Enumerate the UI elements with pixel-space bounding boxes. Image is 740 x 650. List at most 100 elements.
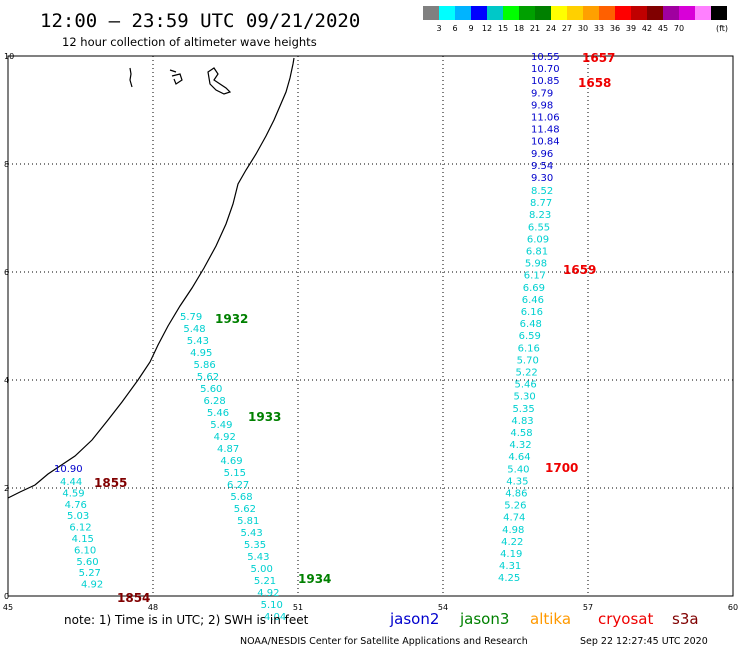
wave-height-value: 9.54 <box>531 161 553 172</box>
wave-height-value: 4.44 <box>60 477 82 488</box>
map-title: 12:00 – 23:59 UTC 09/21/2020 <box>40 10 360 32</box>
wave-height-value: 5.43 <box>187 336 209 347</box>
wave-height-value: 5.68 <box>230 492 252 503</box>
color-scale-tick: 9 <box>468 24 473 33</box>
wave-height-value: 4.95 <box>190 348 212 359</box>
wave-height-value: 5.43 <box>240 528 262 539</box>
wave-height-value: 5.00 <box>251 564 273 575</box>
color-scale-tick: 18 <box>514 24 524 33</box>
wave-height-value: 4.58 <box>510 428 532 439</box>
wave-height-value: 10.85 <box>531 76 560 87</box>
longitude-tick: 54 <box>438 603 448 612</box>
wave-height-value: 5.81 <box>237 516 259 527</box>
color-scale-swatch <box>519 6 535 20</box>
wave-height-value: 5.49 <box>210 420 232 431</box>
color-scale-bar: 3 6 9 12 15 18 21 24 27 30 33 36 39 42 45 70 <box>423 6 727 33</box>
color-scale-tick: 24 <box>546 24 556 33</box>
map-subtitle: 12 hour collection of altimeter wave hei… <box>62 35 317 49</box>
wave-height-value: 4.25 <box>498 573 520 584</box>
wave-height-value: 9.79 <box>531 88 553 99</box>
longitude-tick: 48 <box>148 603 158 612</box>
wave-height-value: 6.09 <box>527 234 549 245</box>
wave-height-value: 6.16 <box>518 343 540 354</box>
wave-height-value: 6.16 <box>521 307 543 318</box>
color-scale-swatch <box>551 6 567 20</box>
longitude-tick: 51 <box>293 603 303 612</box>
wave-height-value: 6.69 <box>523 283 545 294</box>
wave-height-tracks: 10.5510.7010.859.799.9811.0611.4810.849.… <box>60 52 560 623</box>
wave-height-value: 5.62 <box>234 504 256 515</box>
latitude-tick: 6 <box>4 268 9 277</box>
map-frame <box>7 55 734 597</box>
color-scale-tick: 33 <box>594 24 604 33</box>
wave-height-value: 6.46 <box>522 295 544 306</box>
wave-height-value: 6.81 <box>526 247 548 258</box>
wave-height-value: 5.98 <box>525 259 547 270</box>
wave-height-value: 11.06 <box>531 113 560 124</box>
wave-height-value: 4.22 <box>501 537 523 548</box>
footer-credit: NOAA/NESDIS Center for Satellite Applica… <box>240 636 528 647</box>
legend-s3a: s3a <box>672 610 699 628</box>
color-scale-swatch <box>487 6 503 20</box>
longitude-tick: 45 <box>3 603 13 612</box>
longitude-tick-labels: 45 48 51 54 57 60 <box>3 603 738 612</box>
pass-time-label: 1659 <box>563 263 596 277</box>
color-scale-swatch <box>503 6 519 20</box>
track-west-first-value: 10.90 <box>54 464 83 475</box>
color-scale-tick: 12 <box>482 24 492 33</box>
wave-height-value: 4.92 <box>214 432 236 443</box>
wave-height-value: 4.86 <box>505 489 527 500</box>
wave-height-value: 5.60 <box>76 557 98 568</box>
wave-height-value: 6.27 <box>227 480 249 491</box>
wave-height-value: 10.55 <box>531 52 560 63</box>
color-scale-swatch <box>711 6 727 20</box>
color-scale-tick: 42 <box>642 24 652 33</box>
footer-timestamp: Sep 22 12:27:45 UTC 2020 <box>580 636 708 647</box>
wave-height-value: 5.46 <box>515 380 537 391</box>
latitude-tick-labels: 0 2 4 6 8 10 <box>4 52 14 601</box>
color-scale-swatch <box>471 6 487 20</box>
pass-time-label: 1658 <box>578 76 611 90</box>
latitude-tick: 4 <box>4 376 9 385</box>
wave-height-value: 6.10 <box>74 545 96 556</box>
track-jason2-east: 10.5510.7010.859.799.9811.0611.4810.849.… <box>531 52 560 184</box>
color-scale-tick: 6 <box>452 24 457 33</box>
wave-height-value: 4.04 <box>264 612 286 623</box>
color-scale-swatch <box>695 6 711 20</box>
wave-height-value: 5.70 <box>517 355 539 366</box>
color-scale-swatch <box>439 6 455 20</box>
wave-height-value: 5.35 <box>512 404 534 415</box>
pass-time-label: 1934 <box>298 572 331 586</box>
legend-jason2: jason2 <box>389 610 439 628</box>
wave-height-value: 6.28 <box>204 396 226 407</box>
wave-height-value: 5.60 <box>200 384 222 395</box>
color-scale-tick: 27 <box>562 24 572 33</box>
longitude-tick: 57 <box>583 603 593 612</box>
wave-height-value: 5.35 <box>244 540 266 551</box>
wave-height-value: 6.55 <box>528 222 550 233</box>
wave-height-value: 5.48 <box>183 324 205 335</box>
color-scale-swatch <box>615 6 631 20</box>
wave-height-single-labels: 10.90 <box>54 464 83 475</box>
color-scale-swatch <box>583 6 599 20</box>
wave-height-value: 6.12 <box>69 523 91 534</box>
wave-height-value: 4.69 <box>220 456 242 467</box>
wave-height-value: 5.22 <box>516 368 538 379</box>
color-scale-tick: 39 <box>626 24 636 33</box>
wave-height-value: 5.40 <box>507 464 529 475</box>
wave-height-value: 4.87 <box>217 444 239 455</box>
color-scale-swatch <box>631 6 647 20</box>
wave-height-value: 5.26 <box>504 501 526 512</box>
pass-time-label: 1932 <box>215 312 248 326</box>
islands <box>129 67 232 95</box>
latitude-tick: 2 <box>4 484 9 493</box>
color-scale-swatch <box>423 6 439 20</box>
legend-cryosat: cryosat <box>598 610 653 628</box>
wave-height-value: 5.21 <box>254 576 276 587</box>
wave-height-value: 8.77 <box>530 198 552 209</box>
satellite-legend: jason2 jason3 altika cryosat s3a <box>389 610 699 628</box>
wave-height-value: 4.98 <box>502 525 524 536</box>
wave-height-value: 4.35 <box>506 476 528 487</box>
color-scale-tick: 70 <box>674 24 684 33</box>
